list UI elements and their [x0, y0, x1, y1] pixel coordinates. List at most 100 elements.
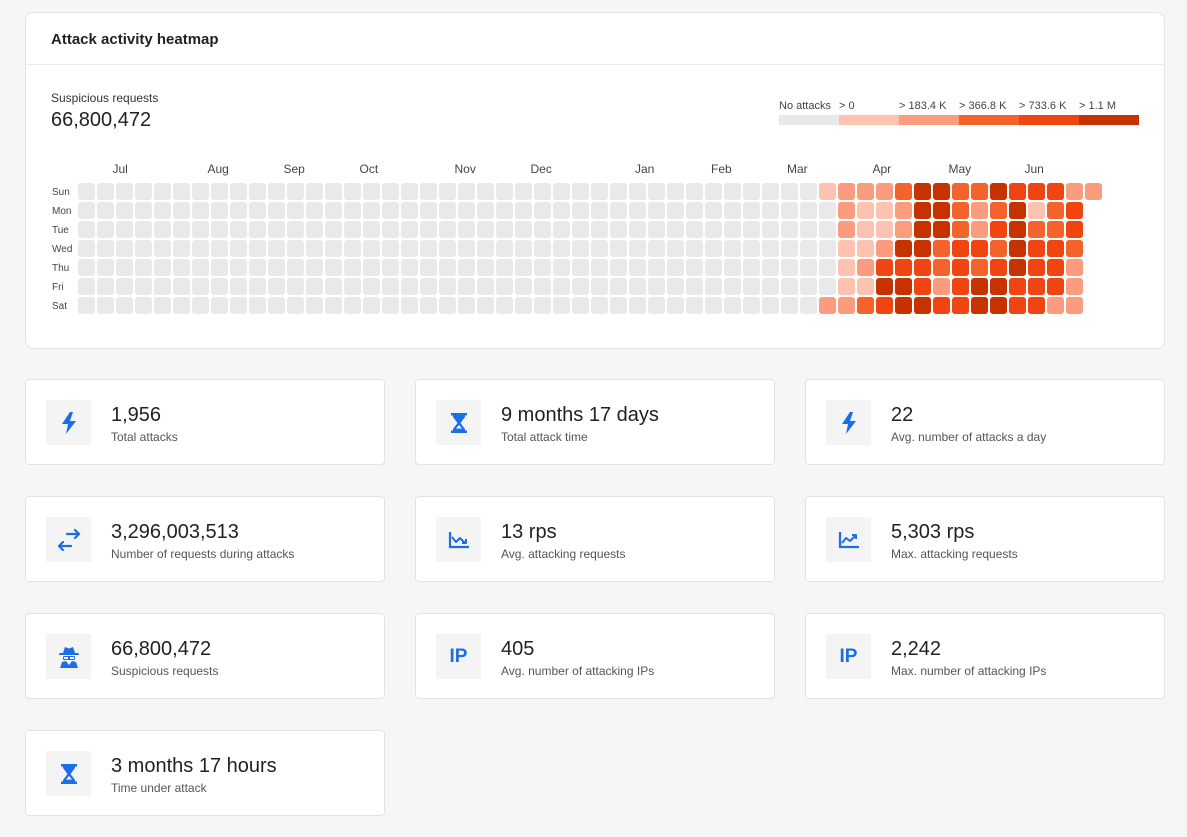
heatmap-cell[interactable]: [743, 221, 760, 238]
heatmap-cell[interactable]: [990, 297, 1007, 314]
heatmap-cell[interactable]: [800, 278, 817, 295]
heatmap-cell[interactable]: [952, 278, 969, 295]
heatmap-cell[interactable]: [800, 221, 817, 238]
heatmap-cell[interactable]: [496, 278, 513, 295]
heatmap-cell[interactable]: [363, 202, 380, 219]
heatmap-cell[interactable]: [705, 221, 722, 238]
heatmap-cell[interactable]: [838, 202, 855, 219]
heatmap-cell[interactable]: [401, 202, 418, 219]
heatmap-cell[interactable]: [933, 278, 950, 295]
heatmap-cell[interactable]: [458, 240, 475, 257]
heatmap-cell[interactable]: [192, 297, 209, 314]
heatmap-cell[interactable]: [325, 297, 342, 314]
heatmap-cell[interactable]: [686, 183, 703, 200]
heatmap-cell[interactable]: [667, 183, 684, 200]
heatmap-cell[interactable]: [1066, 278, 1083, 295]
heatmap-cell[interactable]: [306, 259, 323, 276]
heatmap-cell[interactable]: [819, 278, 836, 295]
heatmap-cell[interactable]: [116, 183, 133, 200]
heatmap-cell[interactable]: [249, 259, 266, 276]
heatmap-cell[interactable]: [933, 297, 950, 314]
heatmap-cell[interactable]: [306, 202, 323, 219]
heatmap-cell[interactable]: [572, 221, 589, 238]
heatmap-cell[interactable]: [496, 259, 513, 276]
heatmap-cell[interactable]: [895, 221, 912, 238]
heatmap-cell[interactable]: [876, 221, 893, 238]
heatmap-cell[interactable]: [325, 183, 342, 200]
heatmap-cell[interactable]: [401, 297, 418, 314]
heatmap-cell[interactable]: [857, 278, 874, 295]
heatmap-cell[interactable]: [173, 297, 190, 314]
heatmap-cell[interactable]: [667, 259, 684, 276]
heatmap-cell[interactable]: [876, 202, 893, 219]
heatmap-cell[interactable]: [876, 183, 893, 200]
heatmap-cell[interactable]: [344, 297, 361, 314]
heatmap-cell[interactable]: [534, 259, 551, 276]
heatmap-cell[interactable]: [268, 278, 285, 295]
heatmap-cell[interactable]: [401, 221, 418, 238]
heatmap-cell[interactable]: [1009, 202, 1026, 219]
heatmap-cell[interactable]: [705, 240, 722, 257]
heatmap-cell[interactable]: [1009, 297, 1026, 314]
heatmap-cell[interactable]: [857, 221, 874, 238]
heatmap-cell[interactable]: [629, 202, 646, 219]
heatmap-cell[interactable]: [173, 278, 190, 295]
heatmap-cell[interactable]: [496, 240, 513, 257]
heatmap-cell[interactable]: [1047, 297, 1064, 314]
heatmap-cell[interactable]: [648, 240, 665, 257]
heatmap-cell[interactable]: [439, 221, 456, 238]
heatmap-cell[interactable]: [971, 297, 988, 314]
heatmap-cell[interactable]: [895, 278, 912, 295]
heatmap-cell[interactable]: [154, 278, 171, 295]
heatmap-cell[interactable]: [1066, 240, 1083, 257]
heatmap-cell[interactable]: [420, 240, 437, 257]
heatmap-cell[interactable]: [1009, 278, 1026, 295]
heatmap-cell[interactable]: [610, 297, 627, 314]
heatmap-cell[interactable]: [990, 259, 1007, 276]
heatmap-cell[interactable]: [344, 202, 361, 219]
heatmap-cell[interactable]: [591, 278, 608, 295]
heatmap-cell[interactable]: [971, 202, 988, 219]
heatmap-cell[interactable]: [705, 278, 722, 295]
heatmap-cell[interactable]: [154, 183, 171, 200]
heatmap-cell[interactable]: [78, 297, 95, 314]
heatmap-cell[interactable]: [249, 183, 266, 200]
heatmap-cell[interactable]: [724, 297, 741, 314]
heatmap-cell[interactable]: [249, 221, 266, 238]
heatmap-cell[interactable]: [952, 259, 969, 276]
heatmap-cell[interactable]: [1066, 259, 1083, 276]
heatmap-cell[interactable]: [515, 278, 532, 295]
heatmap-cell[interactable]: [914, 183, 931, 200]
heatmap-cell[interactable]: [743, 240, 760, 257]
heatmap-cell[interactable]: [610, 240, 627, 257]
heatmap-cell[interactable]: [382, 259, 399, 276]
heatmap-cell[interactable]: [173, 183, 190, 200]
heatmap-cell[interactable]: [629, 278, 646, 295]
heatmap-cell[interactable]: [952, 297, 969, 314]
heatmap-cell[interactable]: [990, 240, 1007, 257]
heatmap-cell[interactable]: [819, 240, 836, 257]
heatmap-cell[interactable]: [363, 297, 380, 314]
heatmap-cell[interactable]: [591, 183, 608, 200]
heatmap-cell[interactable]: [420, 183, 437, 200]
heatmap-cell[interactable]: [287, 183, 304, 200]
heatmap-cell[interactable]: [914, 278, 931, 295]
heatmap-cell[interactable]: [363, 183, 380, 200]
heatmap-cell[interactable]: [154, 221, 171, 238]
heatmap-cell[interactable]: [553, 240, 570, 257]
heatmap-cell[interactable]: [572, 278, 589, 295]
heatmap-cell[interactable]: [344, 278, 361, 295]
heatmap-cell[interactable]: [876, 278, 893, 295]
heatmap-cell[interactable]: [420, 221, 437, 238]
heatmap-cell[interactable]: [838, 183, 855, 200]
heatmap-cell[interactable]: [230, 297, 247, 314]
heatmap-cell[interactable]: [249, 297, 266, 314]
heatmap-cell[interactable]: [705, 297, 722, 314]
heatmap-cell[interactable]: [363, 259, 380, 276]
heatmap-cell[interactable]: [1028, 202, 1045, 219]
heatmap-cell[interactable]: [287, 221, 304, 238]
heatmap-cell[interactable]: [876, 297, 893, 314]
heatmap-cell[interactable]: [439, 278, 456, 295]
heatmap-cell[interactable]: [762, 202, 779, 219]
heatmap-cell[interactable]: [857, 183, 874, 200]
